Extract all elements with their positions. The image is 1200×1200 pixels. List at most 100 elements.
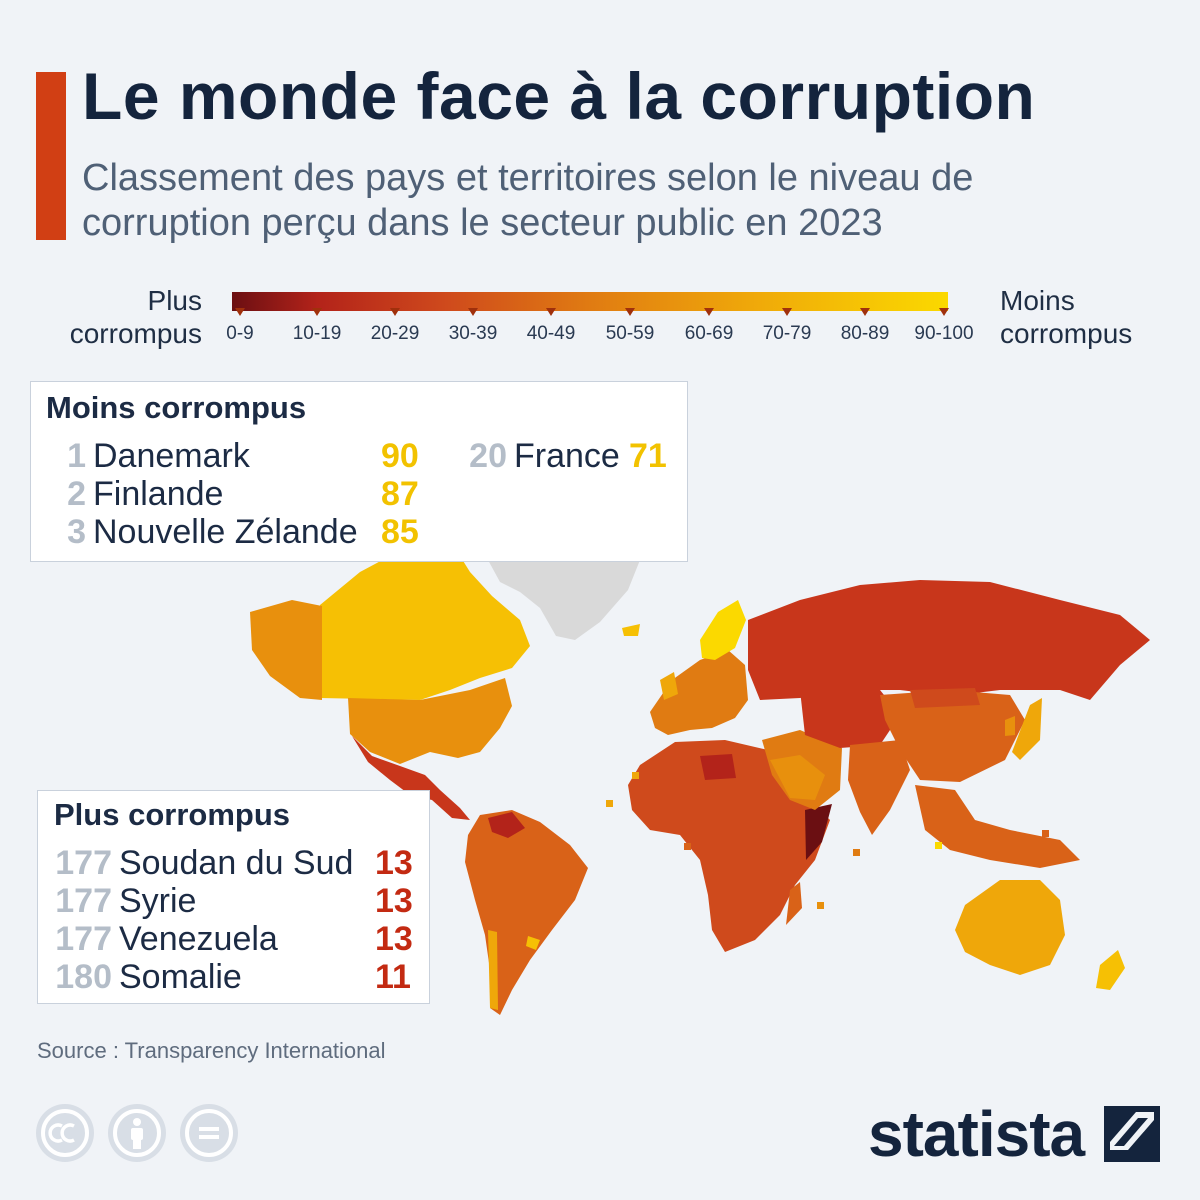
russia-region — [748, 580, 1150, 700]
legend-bin-label: 30-39 — [448, 323, 498, 344]
legend-bin: 70-79 — [747, 308, 827, 345]
legend-bin-label: 80-89 — [840, 323, 890, 344]
legend-label-more-corrupt: Plus corrompus — [69, 285, 202, 349]
rank-number: 177 — [55, 920, 112, 958]
corruption-score: 90 — [381, 437, 419, 475]
korea-region — [1005, 716, 1015, 736]
legend-tick-mark — [782, 308, 792, 316]
country-name: Danemark — [93, 437, 250, 475]
scandinavia-region — [700, 600, 746, 660]
legend-bin: 60-69 — [669, 308, 749, 345]
libya-region — [700, 754, 736, 780]
legend-bin-label: 70-79 — [762, 323, 812, 344]
no-derivatives-equals-icon[interactable] — [180, 1104, 238, 1162]
rank-number: 180 — [55, 958, 112, 996]
legend-bin-label: 0-9 — [226, 323, 254, 344]
venezuela-region — [488, 812, 525, 838]
legend-bin: 80-89 — [825, 308, 905, 345]
legend-bin: 50-59 — [590, 308, 670, 345]
legend-bin-label: 10-19 — [292, 323, 342, 344]
title-accent-bar — [36, 72, 66, 240]
country-name: Nouvelle Zélande — [93, 513, 358, 551]
legend-bin-label: 40-49 — [526, 323, 576, 344]
southeast-asia-region — [915, 785, 1080, 868]
legend-tick-mark — [939, 308, 949, 316]
legend-label-less-corrupt: Moins corrompus — [1000, 285, 1133, 349]
legend-tick-mark — [625, 308, 635, 316]
legend-tick-mark — [468, 308, 478, 316]
attribution-person-icon[interactable] — [108, 1104, 166, 1162]
country-name: Venezuela — [119, 920, 278, 958]
mongolia-region — [910, 688, 980, 708]
legend-bin: 0-9 — [200, 308, 280, 345]
legend-tick-mark — [546, 308, 556, 316]
legend-bin: 20-29 — [355, 308, 435, 345]
canada-region — [320, 548, 530, 700]
most-corrupt-row: 177 Syrie 13 — [38, 881, 428, 921]
page-title: Le monde face à la corruption — [82, 59, 1036, 133]
legend-bins: 0-9 10-19 20-29 30-39 40-49 50-59 60-69 … — [200, 308, 1000, 354]
legend-bin: 40-49 — [511, 308, 591, 345]
country-name: Finlande — [93, 475, 224, 513]
statista-wordmark: statista — [868, 1098, 1085, 1170]
madagascar-region — [786, 882, 802, 925]
south-america-region — [465, 810, 588, 1015]
least-corrupt-heading: Moins corrompus — [46, 390, 307, 425]
rank-number: 177 — [55, 882, 112, 920]
least-corrupt-panel: Moins corrompus 1 Danemark 90 2 Finlande… — [30, 381, 688, 562]
corruption-score: 13 — [375, 882, 413, 920]
most-corrupt-panel: Plus corrompus 177 Soudan du Sud 13 177 … — [37, 790, 430, 1004]
australia-region — [955, 880, 1065, 975]
most-corrupt-row: 177 Venezuela 13 — [38, 919, 428, 959]
page-subtitle: Classement des pays et territoires selon… — [82, 157, 974, 244]
statista-brand[interactable]: statista — [868, 1096, 1168, 1176]
new-zealand-region — [1096, 950, 1125, 990]
corruption-score: 13 — [375, 920, 413, 958]
alaska-region — [250, 600, 322, 700]
legend-bin-label: 20-29 — [370, 323, 420, 344]
island-marker — [1042, 830, 1049, 837]
attribution-person-icon-graphic — [113, 1109, 161, 1157]
country-name: Soudan du Sud — [119, 844, 354, 882]
legend-tick-mark — [704, 308, 714, 316]
most-corrupt-row: 180 Somalie 11 — [38, 957, 428, 997]
legend-tick-mark — [860, 308, 870, 316]
world-choropleth-map — [250, 532, 1150, 1015]
least-corrupt-row: 3 Nouvelle Zélande 85 — [31, 512, 431, 552]
china-region — [880, 690, 1025, 782]
rank-number: 3 — [67, 513, 86, 551]
country-name: Somalie — [119, 958, 242, 996]
mexico-region — [352, 736, 470, 820]
singapore-region — [935, 842, 942, 849]
most-corrupt-row: 177 Soudan du Sud 13 — [38, 843, 428, 883]
least-corrupt-row: 20 France 71 — [431, 436, 681, 476]
island-marker — [606, 800, 613, 807]
legend-tick-mark — [235, 308, 245, 316]
legend-bin-label: 90-100 — [914, 323, 974, 344]
island-marker — [632, 772, 639, 779]
rank-number: 1 — [67, 437, 86, 475]
somalia-region — [805, 804, 832, 860]
arabian-peninsula-region — [770, 755, 825, 800]
source-note: Source : Transparency International — [37, 1038, 386, 1063]
iceland-region — [622, 624, 640, 636]
most-corrupt-heading: Plus corrompus — [54, 797, 290, 832]
uruguay-region — [526, 936, 540, 950]
rank-number: 2 — [67, 475, 86, 513]
uk-region — [660, 672, 678, 700]
country-name: Syrie — [119, 882, 197, 920]
usa-region — [348, 678, 512, 764]
least-corrupt-row: 1 Danemark 90 — [31, 436, 431, 476]
legend-tick-mark — [312, 308, 322, 316]
island-marker — [853, 849, 860, 856]
corruption-score: 71 — [629, 437, 667, 475]
corruption-score: 13 — [375, 844, 413, 882]
africa-region — [628, 740, 830, 952]
creative-commons-icon[interactable] — [36, 1104, 94, 1162]
chile-region — [488, 930, 498, 1010]
europe-region — [650, 650, 748, 735]
india-region — [848, 740, 910, 835]
legend-bin: 10-19 — [277, 308, 357, 345]
rank-number: 20 — [469, 437, 507, 475]
island-marker — [817, 902, 824, 909]
